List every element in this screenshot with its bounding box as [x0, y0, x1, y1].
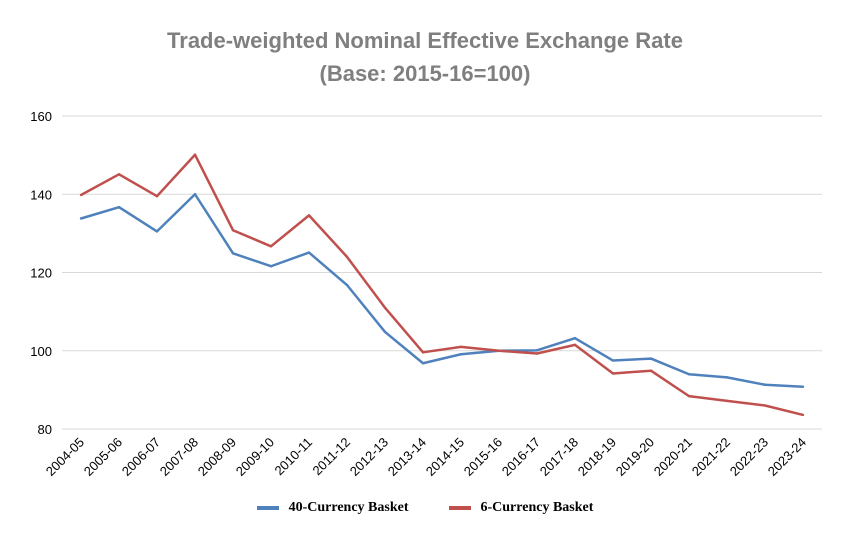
data-point	[535, 352, 539, 355]
data-point	[269, 265, 273, 268]
y-tick-label: 120	[30, 266, 52, 281]
data-point	[117, 173, 121, 176]
x-tick-label: 2013-14	[385, 435, 429, 479]
data-point	[687, 373, 691, 376]
x-tick-label: 2010-11	[271, 435, 315, 479]
data-point	[79, 217, 83, 220]
series-line-6	[80, 153, 804, 417]
data-point	[307, 251, 311, 254]
data-point	[79, 193, 83, 197]
data-point	[649, 369, 653, 372]
y-tick-label: 160	[30, 109, 52, 124]
x-tick-label: 2022-23	[727, 435, 771, 479]
x-tick-label: 2015-16	[461, 435, 505, 479]
data-point	[307, 214, 311, 217]
data-point	[801, 413, 805, 417]
data-point	[383, 306, 387, 309]
data-point	[687, 394, 691, 398]
data-point	[497, 349, 501, 352]
x-tick-label: 2020-21	[651, 435, 695, 479]
data-point	[117, 205, 121, 209]
data-point	[155, 195, 159, 198]
data-point	[231, 229, 235, 232]
x-tick-label: 2008-09	[195, 435, 239, 479]
x-tick-label: 2006-07	[119, 435, 163, 479]
data-point	[155, 230, 159, 233]
data-point	[421, 362, 425, 365]
data-point	[573, 337, 577, 340]
x-tick-label: 2012-13	[347, 435, 391, 479]
data-point	[345, 283, 349, 287]
legend-item-40: 40-Currency Basket	[256, 500, 409, 516]
data-point	[459, 353, 463, 356]
x-tick-label: 2023-24	[765, 435, 809, 479]
legend-swatch-40	[256, 506, 279, 510]
data-point	[725, 376, 729, 379]
y-tick-label: 80	[38, 422, 52, 437]
y-tick-label: 100	[30, 344, 52, 359]
x-tick-label: 2009-10	[233, 435, 277, 479]
data-point	[725, 399, 729, 403]
x-tick-label: 2005-06	[81, 435, 125, 479]
x-tick-label: 2011-12	[309, 435, 353, 479]
data-point	[801, 385, 805, 388]
legend-label-40: 40-Currency Basket	[288, 500, 409, 515]
data-point	[269, 245, 273, 248]
legend-swatch-6	[448, 506, 471, 510]
data-point	[573, 343, 577, 347]
legend-item-6: 6-Currency Basket	[448, 500, 594, 516]
data-point	[193, 153, 197, 156]
data-point	[345, 255, 349, 259]
x-tick-label: 2004-05	[43, 435, 87, 479]
data-point	[611, 372, 615, 375]
x-tick-label: 2007-08	[157, 435, 201, 479]
legend-label-6: 6-Currency Basket	[480, 500, 594, 515]
data-point	[193, 193, 197, 196]
x-tick-label: 2021-22	[689, 435, 733, 479]
data-point	[231, 252, 235, 255]
data-point	[763, 404, 767, 407]
data-point	[459, 345, 463, 349]
x-tick-label: 2017-18	[537, 435, 581, 479]
data-point	[383, 330, 387, 334]
y-tick-label: 140	[30, 187, 52, 202]
x-tick-label: 2019-20	[613, 435, 657, 479]
x-tick-label: 2018-19	[575, 435, 619, 479]
title-line: Trade-weighted Nominal Effective Exchang…	[167, 28, 683, 53]
subtitle-line: (Base: 2015-16=100)	[319, 61, 531, 86]
x-tick-label: 2016-17	[499, 435, 543, 479]
data-point	[763, 383, 767, 386]
data-point	[611, 359, 615, 362]
series-line-40	[80, 193, 804, 388]
legend: 40-Currency Basket 6-Currency Basket	[0, 500, 850, 516]
data-point	[535, 349, 539, 352]
x-tick-label: 2014-15	[423, 435, 467, 479]
data-point	[421, 351, 425, 354]
data-point	[649, 357, 653, 360]
chart-title: Trade-weighted Nominal Effective Exchang…	[0, 24, 850, 90]
